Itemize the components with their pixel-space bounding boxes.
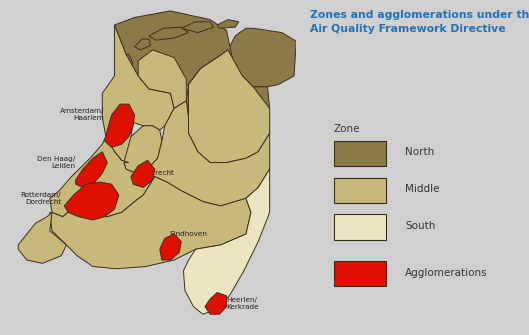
Polygon shape xyxy=(184,169,270,314)
Text: Heerlen/
Kerkrade: Heerlen/ Kerkrade xyxy=(226,297,259,310)
Polygon shape xyxy=(18,212,66,263)
Polygon shape xyxy=(114,54,132,80)
Text: Zone: Zone xyxy=(334,124,360,134)
Text: Middle: Middle xyxy=(405,184,440,194)
Text: Rotterdam/
Dordrecht: Rotterdam/ Dordrecht xyxy=(21,192,61,205)
Polygon shape xyxy=(138,50,186,109)
Polygon shape xyxy=(104,104,134,147)
Text: Amsterdam/
Haarlem: Amsterdam/ Haarlem xyxy=(60,109,104,121)
Text: Den Haag/
Leiden: Den Haag/ Leiden xyxy=(38,156,76,169)
Polygon shape xyxy=(50,177,251,269)
Polygon shape xyxy=(181,22,214,32)
Bar xyxy=(334,214,386,240)
Polygon shape xyxy=(134,39,150,50)
Polygon shape xyxy=(124,126,162,174)
Text: Zones and agglomerations under the
Air Quality Framework Directive: Zones and agglomerations under the Air Q… xyxy=(310,10,529,34)
Polygon shape xyxy=(186,50,270,141)
Polygon shape xyxy=(50,137,154,217)
Polygon shape xyxy=(76,152,107,188)
Polygon shape xyxy=(102,25,174,162)
Text: South: South xyxy=(405,221,435,231)
Polygon shape xyxy=(188,50,270,162)
Text: North: North xyxy=(405,147,434,157)
Polygon shape xyxy=(131,160,154,188)
Bar xyxy=(334,178,386,203)
Polygon shape xyxy=(149,27,188,40)
Polygon shape xyxy=(160,234,181,260)
Text: Agglomerations: Agglomerations xyxy=(405,268,488,278)
Polygon shape xyxy=(64,182,119,220)
Polygon shape xyxy=(136,101,270,206)
Bar xyxy=(334,261,386,286)
Polygon shape xyxy=(217,19,239,28)
Polygon shape xyxy=(228,28,296,87)
Polygon shape xyxy=(205,292,226,314)
Text: Eindhoven: Eindhoven xyxy=(169,231,207,237)
Text: Utrecht: Utrecht xyxy=(148,171,175,177)
Polygon shape xyxy=(114,11,234,93)
Bar xyxy=(334,141,386,166)
